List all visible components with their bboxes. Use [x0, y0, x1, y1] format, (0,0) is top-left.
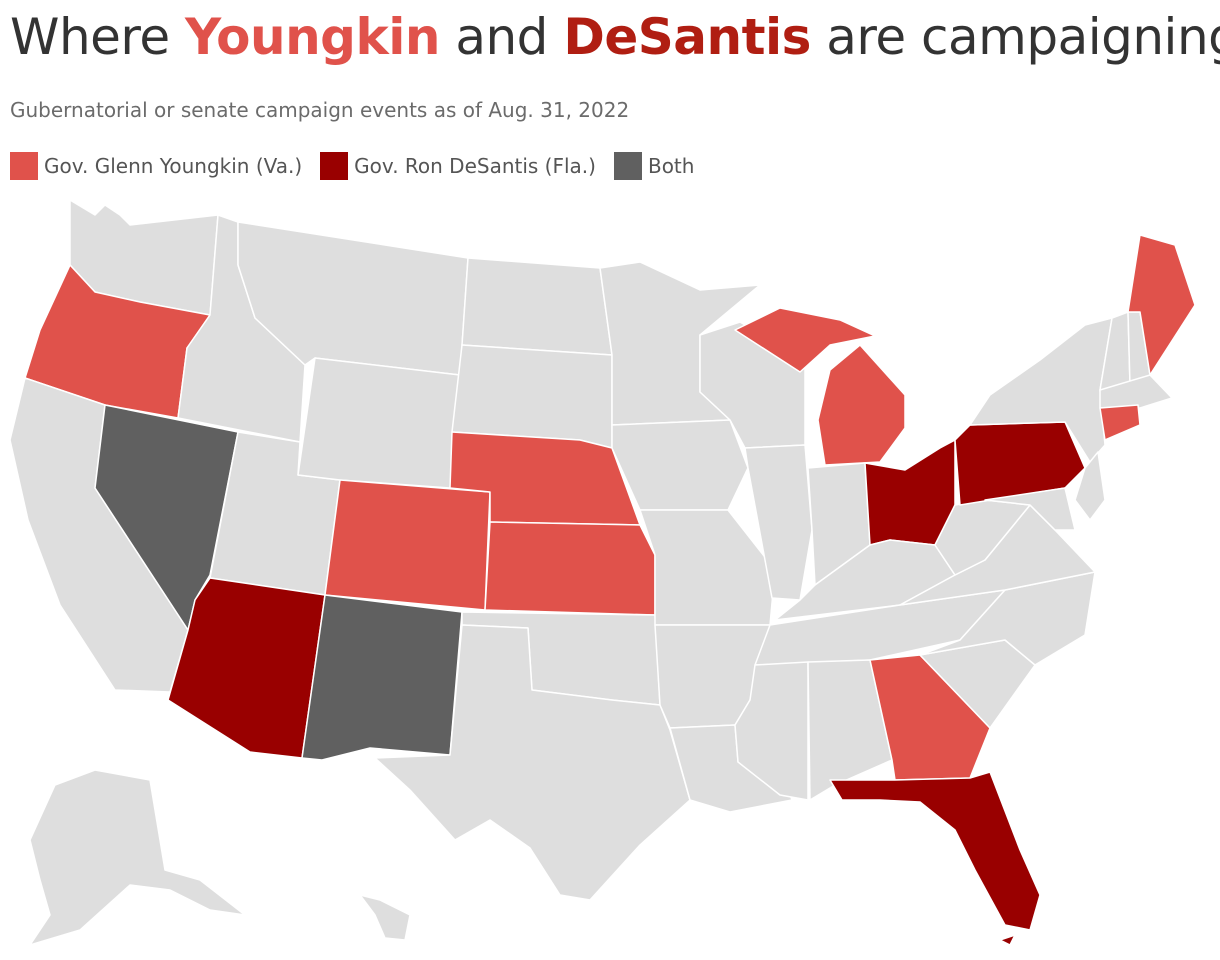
- legend-item-both: Both: [613, 152, 695, 180]
- state-north-dakota: [461, 257, 613, 356]
- state-hawaii: [359, 894, 411, 941]
- chart-title: Where Youngkin and DeSantis are campaign…: [10, 8, 1220, 66]
- state-south-dakota: [451, 344, 613, 449]
- title-highlight-desantis: DeSantis: [563, 8, 811, 66]
- state-maine: [1127, 234, 1196, 376]
- chart-subtitle: Gubernatorial or senate campaign events …: [10, 98, 630, 122]
- title-part-3: are campaigning: [810, 8, 1220, 66]
- state-massachusetts: [1099, 374, 1173, 409]
- state-wyoming: [297, 357, 461, 489]
- legend: Gov. Glenn Youngkin (Va.) Gov. Ron DeSan…: [10, 152, 712, 180]
- state-texas: [374, 624, 691, 901]
- legend-swatch-both: [613, 152, 642, 180]
- legend-item-youngkin: Gov. Glenn Youngkin (Va.): [10, 152, 302, 180]
- legend-swatch-youngkin: [10, 152, 38, 180]
- state-alaska: [29, 769, 246, 946]
- legend-swatch-desantis: [320, 152, 349, 180]
- legend-item-desantis: Gov. Ron DeSantis (Fla.): [320, 152, 596, 180]
- us-state-map: [9, 199, 1196, 946]
- state-new-mexico: [301, 594, 463, 761]
- legend-label-both: Both: [647, 154, 695, 178]
- state-kansas: [484, 521, 656, 616]
- state-alabama: [807, 659, 893, 801]
- state-florida-keys: [999, 934, 1016, 946]
- state-michigan: [817, 344, 906, 466]
- state-missouri: [639, 509, 776, 626]
- title-highlight-youngkin: Youngkin: [185, 8, 440, 66]
- legend-label-youngkin: Gov. Glenn Youngkin (Va.): [44, 154, 303, 178]
- state-iowa: [611, 419, 749, 511]
- state-michigan-upper: [734, 307, 876, 373]
- legend-label-desantis: Gov. Ron DeSantis (Fla.): [354, 154, 596, 178]
- state-connecticut: [1099, 404, 1141, 441]
- state-colorado: [324, 479, 491, 611]
- title-part-2: and: [439, 8, 564, 66]
- title-part-1: Where: [10, 8, 186, 66]
- state-maryland: [984, 487, 1076, 531]
- state-florida: [829, 771, 1041, 931]
- state-new-jersey: [1074, 451, 1106, 521]
